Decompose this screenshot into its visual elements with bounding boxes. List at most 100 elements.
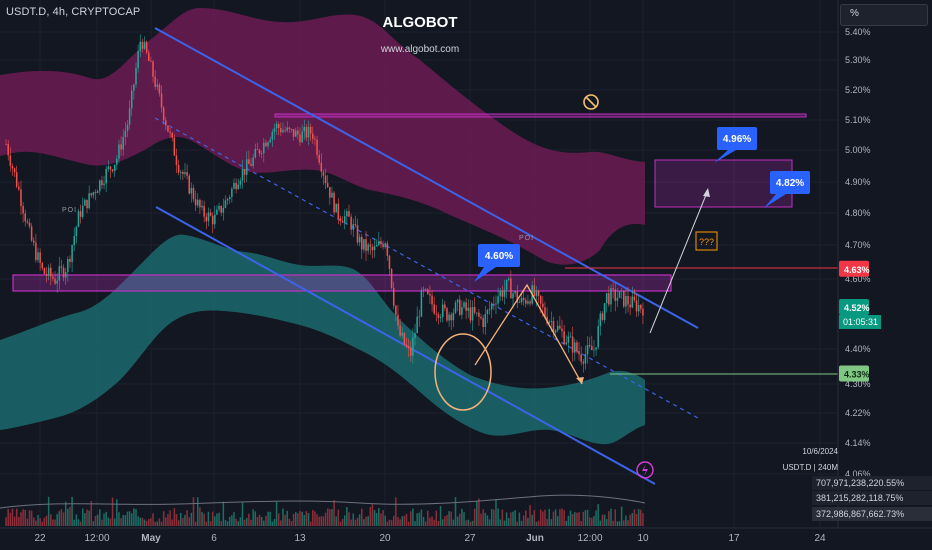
volume-bar bbox=[290, 520, 293, 526]
candle-body bbox=[512, 293, 514, 299]
candle-body bbox=[635, 300, 638, 312]
candle-body bbox=[288, 127, 291, 129]
candle-body bbox=[318, 154, 320, 163]
candle-body bbox=[28, 222, 31, 227]
candle-body bbox=[476, 312, 478, 314]
candle-body bbox=[216, 209, 218, 215]
volume-bar bbox=[11, 508, 14, 526]
volume-bar bbox=[597, 504, 599, 526]
volume-bar bbox=[531, 514, 533, 526]
candle-body bbox=[9, 155, 12, 166]
volume-bar bbox=[569, 510, 572, 526]
candle-body bbox=[105, 168, 107, 184]
candle-body bbox=[578, 351, 580, 355]
candle-body bbox=[118, 144, 120, 159]
indicator-bands bbox=[0, 8, 645, 445]
candle-body bbox=[282, 130, 284, 133]
candle-body bbox=[139, 41, 142, 52]
volume-bar bbox=[454, 497, 457, 526]
candle-body bbox=[137, 51, 139, 69]
volume-bar bbox=[318, 516, 320, 526]
volume-bar bbox=[288, 518, 291, 526]
candle-body bbox=[495, 303, 497, 305]
candle-body bbox=[627, 296, 629, 305]
candle-body bbox=[371, 246, 374, 251]
x-tick-label: 10 bbox=[637, 533, 649, 544]
volume-bar bbox=[224, 520, 227, 526]
top-resistance-line bbox=[274, 113, 807, 118]
candle-body bbox=[141, 41, 144, 49]
volume-bar bbox=[593, 515, 595, 526]
candle-body bbox=[422, 289, 425, 291]
candle-body bbox=[192, 187, 195, 200]
volume-bar bbox=[105, 511, 107, 526]
candle-body bbox=[335, 203, 337, 213]
candle-body bbox=[350, 216, 352, 230]
candle-body bbox=[41, 263, 44, 269]
volume-bar bbox=[463, 512, 465, 526]
percent-scale-button[interactable]: % bbox=[840, 4, 928, 26]
x-tick-label: 20 bbox=[379, 533, 391, 544]
candle-body bbox=[329, 187, 331, 198]
candle-body bbox=[326, 183, 329, 188]
volume-bar bbox=[450, 511, 452, 526]
volume-bar bbox=[86, 509, 88, 526]
callout-4-96-pointer bbox=[714, 150, 736, 163]
candle-body bbox=[418, 316, 421, 318]
volume-bar bbox=[490, 509, 493, 526]
volume-bar bbox=[414, 521, 416, 526]
candle-body bbox=[482, 318, 484, 327]
volume-bar bbox=[616, 521, 619, 526]
volume-bar bbox=[331, 509, 333, 526]
volume-bar bbox=[43, 517, 46, 526]
volume-bar bbox=[525, 510, 527, 526]
candle-body bbox=[586, 345, 589, 355]
candle-body bbox=[250, 163, 252, 166]
candle-body bbox=[88, 193, 90, 209]
volume-bar bbox=[480, 513, 482, 526]
volume-bar bbox=[135, 509, 137, 526]
candle-body bbox=[143, 41, 146, 49]
candle-body bbox=[32, 240, 35, 243]
candle-body bbox=[165, 120, 167, 126]
volume-bar bbox=[15, 508, 18, 526]
volume-bar bbox=[518, 512, 521, 526]
volume-bar bbox=[395, 497, 397, 526]
volume-bar bbox=[631, 513, 634, 526]
volume-bar bbox=[390, 520, 393, 526]
candle-body bbox=[299, 134, 301, 143]
y-tick-label: 4.30% bbox=[845, 379, 871, 389]
volume-bar bbox=[99, 509, 101, 526]
x-tick-label: 13 bbox=[294, 533, 306, 544]
candle-body bbox=[456, 299, 459, 303]
volume-bar bbox=[18, 516, 20, 526]
volume-bar bbox=[429, 517, 431, 526]
candle-body bbox=[263, 142, 265, 154]
candle-body bbox=[625, 296, 627, 307]
volume-bar bbox=[497, 508, 499, 526]
candle-body bbox=[314, 138, 316, 140]
candle-body bbox=[539, 295, 542, 304]
volume-bar bbox=[337, 509, 340, 526]
volume-bar bbox=[118, 512, 120, 526]
volume-bar bbox=[501, 509, 504, 526]
candle-body bbox=[84, 199, 86, 206]
price-tag-label: 4.63% bbox=[844, 265, 870, 275]
y-tick-label: 4.90% bbox=[845, 177, 871, 187]
volume-bar bbox=[369, 507, 372, 526]
volume-bar bbox=[237, 521, 239, 526]
callout-4-60-pointer bbox=[474, 267, 496, 282]
candle-body bbox=[158, 84, 161, 94]
teal-band bbox=[0, 234, 645, 445]
volume-bar bbox=[75, 514, 78, 526]
volume-bar bbox=[618, 521, 621, 526]
brand-url: www.algobot.com bbox=[380, 44, 460, 55]
candle-body bbox=[552, 321, 555, 333]
volume-bar bbox=[69, 506, 71, 526]
candle-body bbox=[258, 149, 261, 154]
volume-bar bbox=[197, 497, 199, 526]
candle-body bbox=[608, 293, 610, 305]
candle-body bbox=[339, 218, 342, 222]
channel-lower bbox=[155, 206, 656, 485]
